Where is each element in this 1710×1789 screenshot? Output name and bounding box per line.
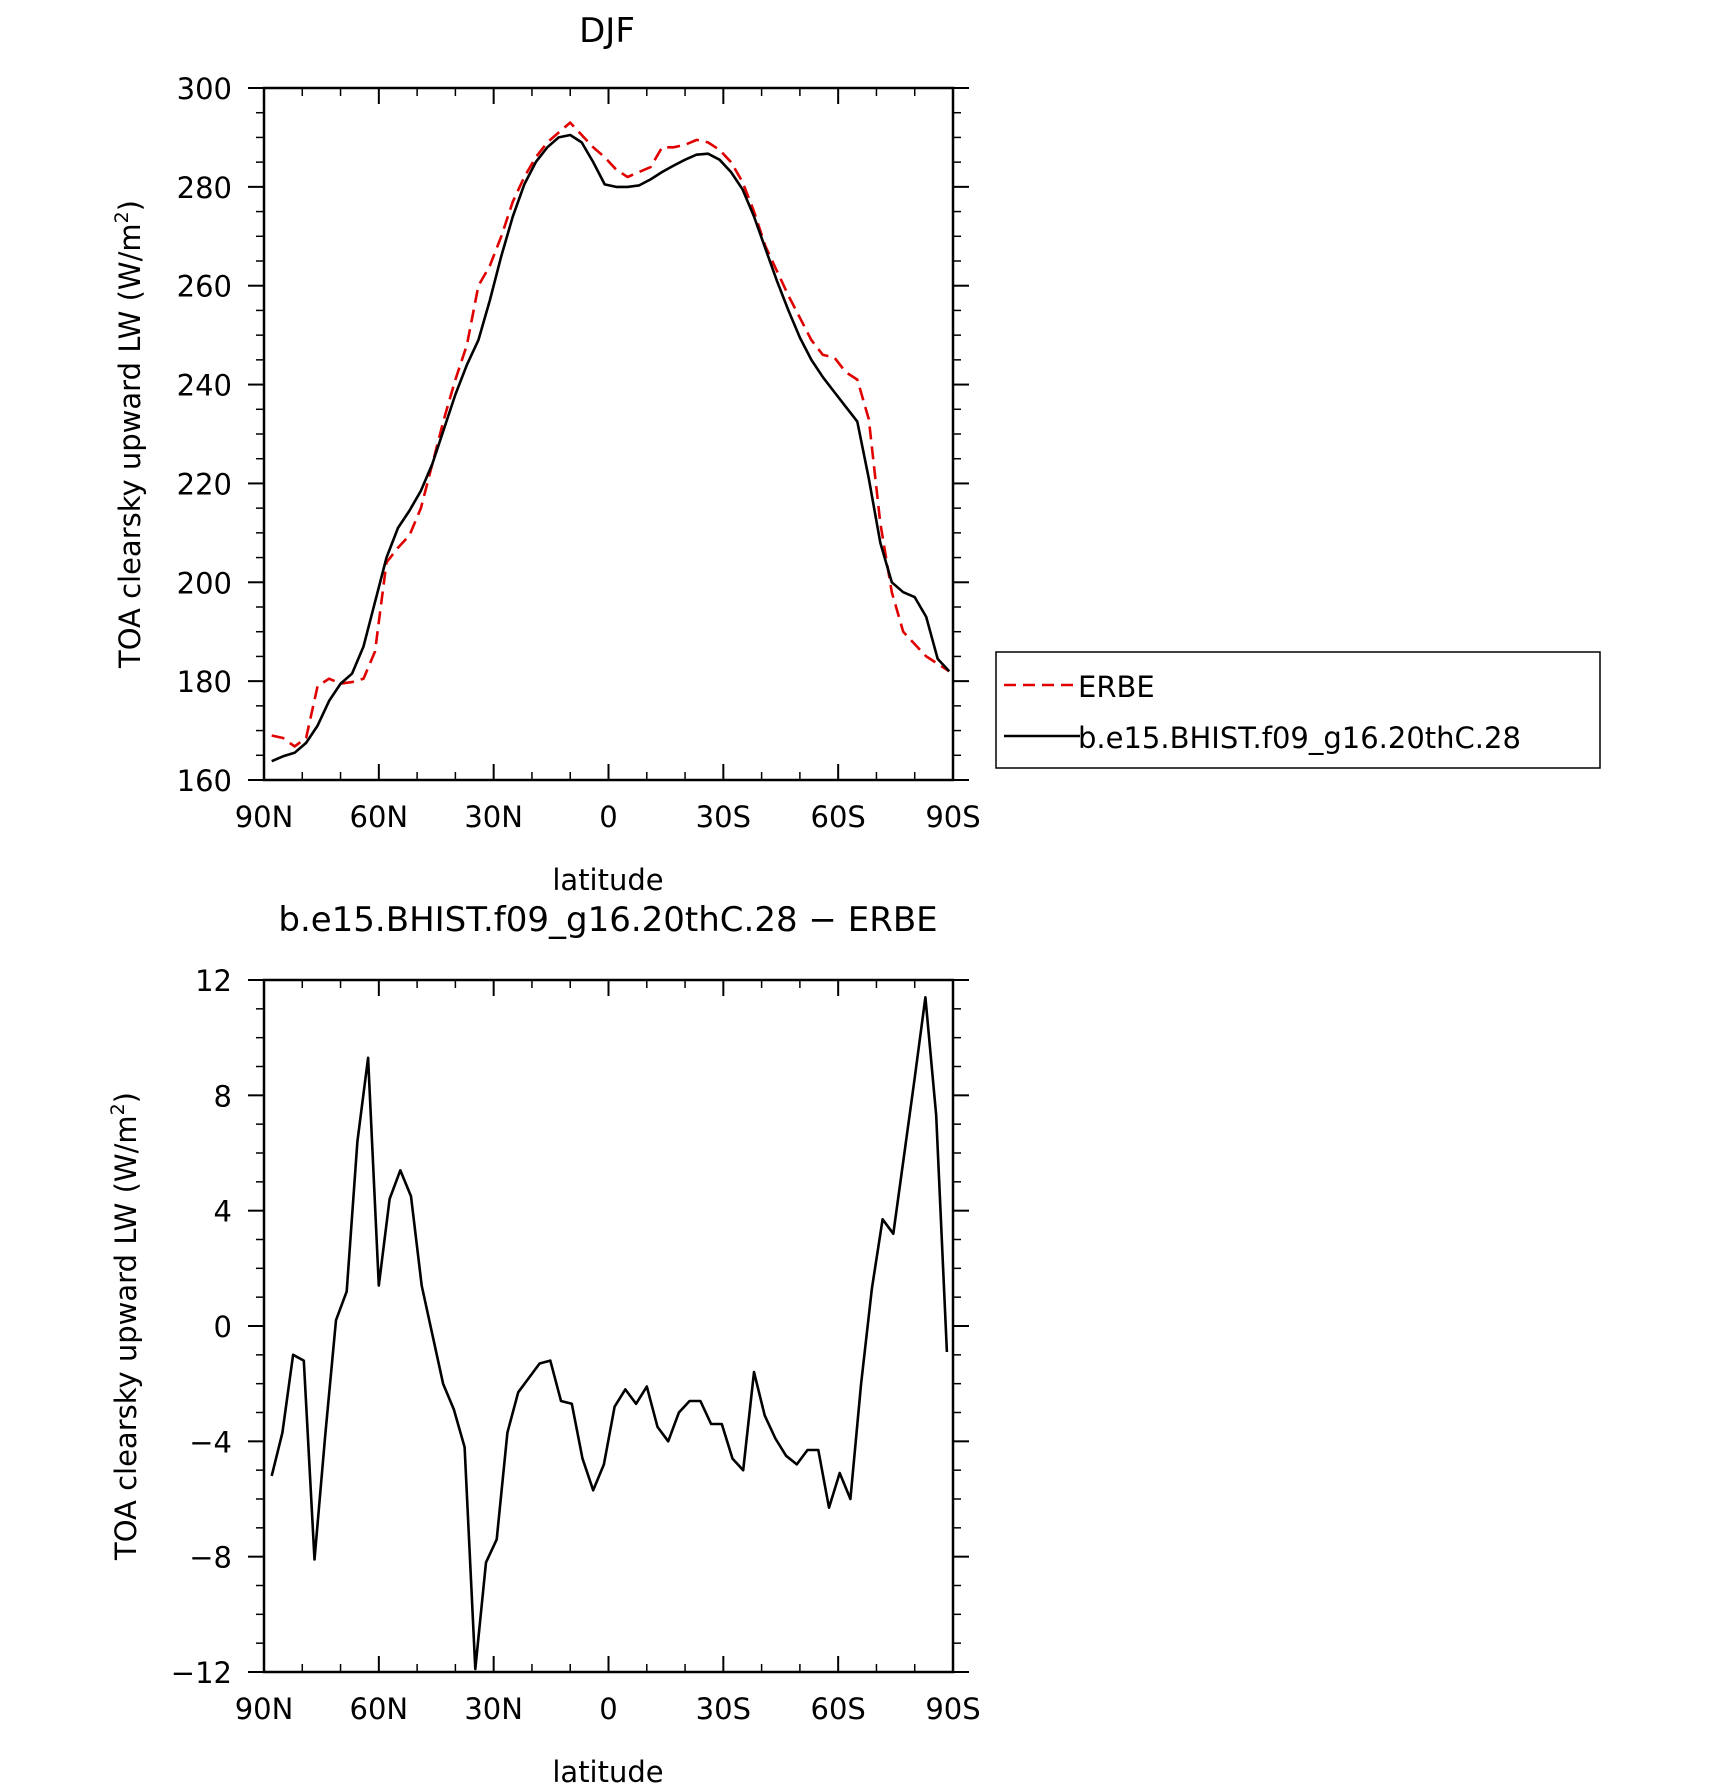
top-xtick-label: 60S [811, 800, 866, 834]
top-chart-title: DJF [579, 11, 635, 51]
top-series-layer [271, 121, 951, 763]
bottom-xtick-label: 0 [599, 1692, 617, 1726]
top-x-axis-label: latitude [552, 863, 663, 897]
top-ytick-label: 260 [177, 270, 232, 304]
bottom-xtick-label: 90S [925, 1692, 980, 1726]
top-ytick-label: 300 [177, 72, 232, 106]
top-plot-frame [262, 86, 955, 782]
top-ytick-label: 220 [177, 467, 232, 501]
top-ytick-label: 160 [177, 764, 232, 798]
top-xtick-label: 90N [235, 800, 294, 834]
legend-label-erbe: ERBE [1078, 670, 1155, 704]
bottom-xtick-label: 60N [350, 1692, 409, 1726]
top-y-axis-label-main: TOA clearsky upward LW (W/m [113, 223, 147, 669]
top-xtick-label: 60N [350, 800, 409, 834]
top-y-axis-label-end: ) [113, 200, 147, 211]
bottom-ytick-label: −12 [171, 1656, 232, 1690]
top-ytick-label: 240 [177, 369, 232, 403]
top-panel: DJF 90N 60N 30N 0 30S 60S 90S 160 180 200 220 240 26… [111, 11, 1601, 897]
bottom-ytick-label: 4 [214, 1195, 232, 1229]
bottom-chart-title: b.e15.BHIST.f09_g16.20thC.28 − ERBE [278, 900, 937, 940]
bottom-plot-frame [262, 978, 955, 1674]
bottom-panel: b.e15.BHIST.f09_g16.20thC.28 − ERBE 90N 6… [107, 900, 981, 1789]
top-xtick-label: 30N [464, 800, 523, 834]
bottom-xtick-label: 60S [811, 1692, 866, 1726]
bottom-xtick-label: 90N [235, 1692, 294, 1726]
top-series-line-b-e15-bhist-f09-g16-20thc-28 [271, 133, 951, 763]
bottom-ytick-label: 8 [214, 1079, 232, 1113]
bottom-y-axis-label-sup: 2 [107, 1103, 129, 1115]
top-xtick-label: 0 [599, 800, 617, 834]
top-ticks-layer: 90N 60N 30N 0 30S 60S 90S 160 180 200 220 240 260 280… [177, 72, 981, 834]
bottom-xtick-label: 30N [464, 1692, 523, 1726]
top-xtick-label: 90S [925, 800, 980, 834]
bottom-y-axis-label-main: TOA clearsky upward LW (W/m [109, 1115, 143, 1561]
bottom-x-axis-label: latitude [552, 1755, 663, 1789]
top-ytick-label: 180 [177, 665, 232, 699]
bottom-ytick-label: 12 [195, 964, 232, 998]
bottom-y-axis-label: TOA clearsky upward LW (W/m2) [107, 1092, 143, 1561]
bottom-ytick-label: −4 [189, 1425, 232, 1459]
top-xtick-label: 30S [696, 800, 751, 834]
top-ytick-label: 280 [177, 171, 232, 205]
bottom-y-axis-label-end: ) [109, 1092, 143, 1103]
legend-box [995, 651, 1601, 769]
bottom-ytick-label: −8 [189, 1541, 232, 1575]
legend-label-model: b.e15.BHIST.f09_g16.20thC.28 [1078, 721, 1521, 755]
top-series-line-erbe [271, 121, 950, 748]
bottom-ticks-layer: 90N 60N 30N 0 30S 60S 90S −12 −8 −4 0 4 8 12 [171, 964, 981, 1726]
top-ytick-label: 200 [177, 566, 232, 600]
top-y-axis-label-sup: 2 [111, 211, 133, 223]
bottom-series-layer [270, 995, 949, 1671]
legend: ERBE b.e15.BHIST.f09_g16.20thC.28 [995, 651, 1601, 769]
bottom-xtick-label: 30S [696, 1692, 751, 1726]
bottom-ytick-label: 0 [214, 1310, 232, 1344]
top-y-axis-label: TOA clearsky upward LW (W/m2) [111, 200, 147, 669]
bottom-series-line-difference [270, 995, 949, 1671]
